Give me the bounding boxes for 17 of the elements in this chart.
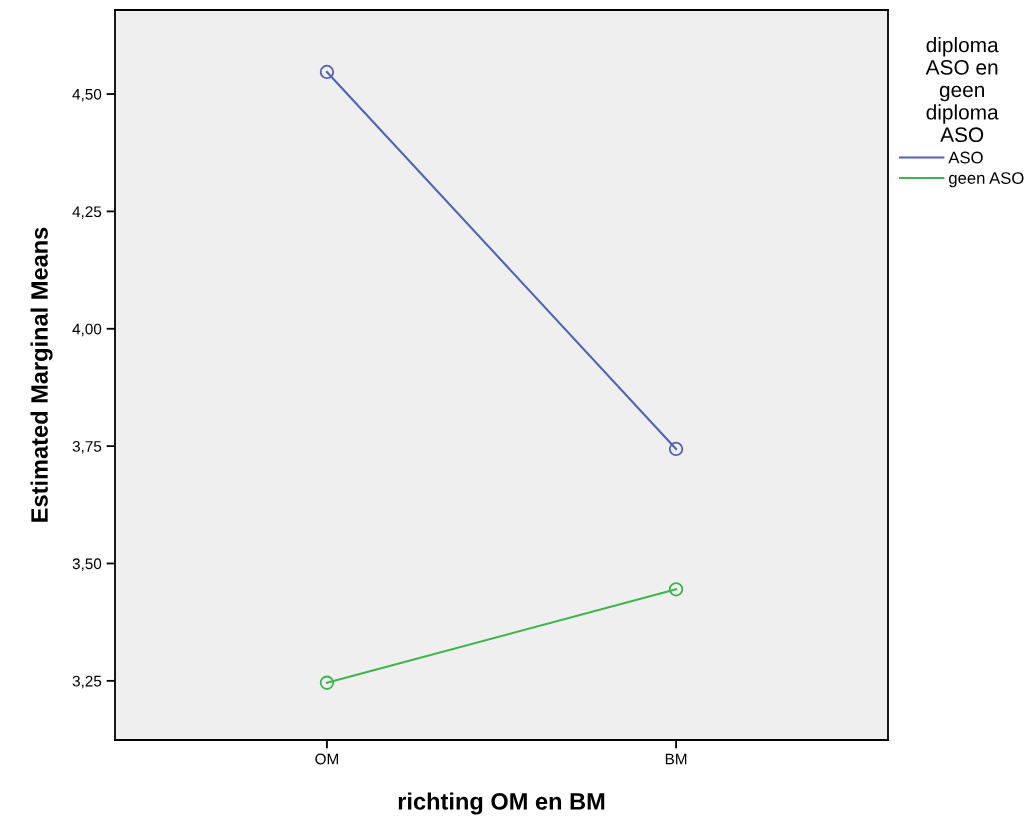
legend-label: ASO <box>948 151 983 164</box>
y-tick-label: 4,50 <box>72 88 102 102</box>
y-tick-label: 3,75 <box>72 440 102 454</box>
legend-label: geen ASO <box>949 172 1024 188</box>
x-axis-title: richting OM en BM <box>398 792 605 815</box>
y-tick-label: 4,25 <box>72 206 102 219</box>
point <box>319 675 335 690</box>
x-tick-label: BM <box>665 753 687 765</box>
legend-title: diploma ASO en geen diploma ASO <box>925 37 999 143</box>
y-axis-title: Estimated Marginal Means <box>30 227 53 522</box>
y-tick-label: 3,25 <box>72 675 102 689</box>
point <box>668 582 684 597</box>
y-tick-label: 4,00 <box>72 323 102 337</box>
x-tick-label: OM <box>315 753 338 765</box>
point <box>668 441 684 457</box>
y-tick-label: 3,50 <box>72 558 102 571</box>
point <box>319 64 335 80</box>
